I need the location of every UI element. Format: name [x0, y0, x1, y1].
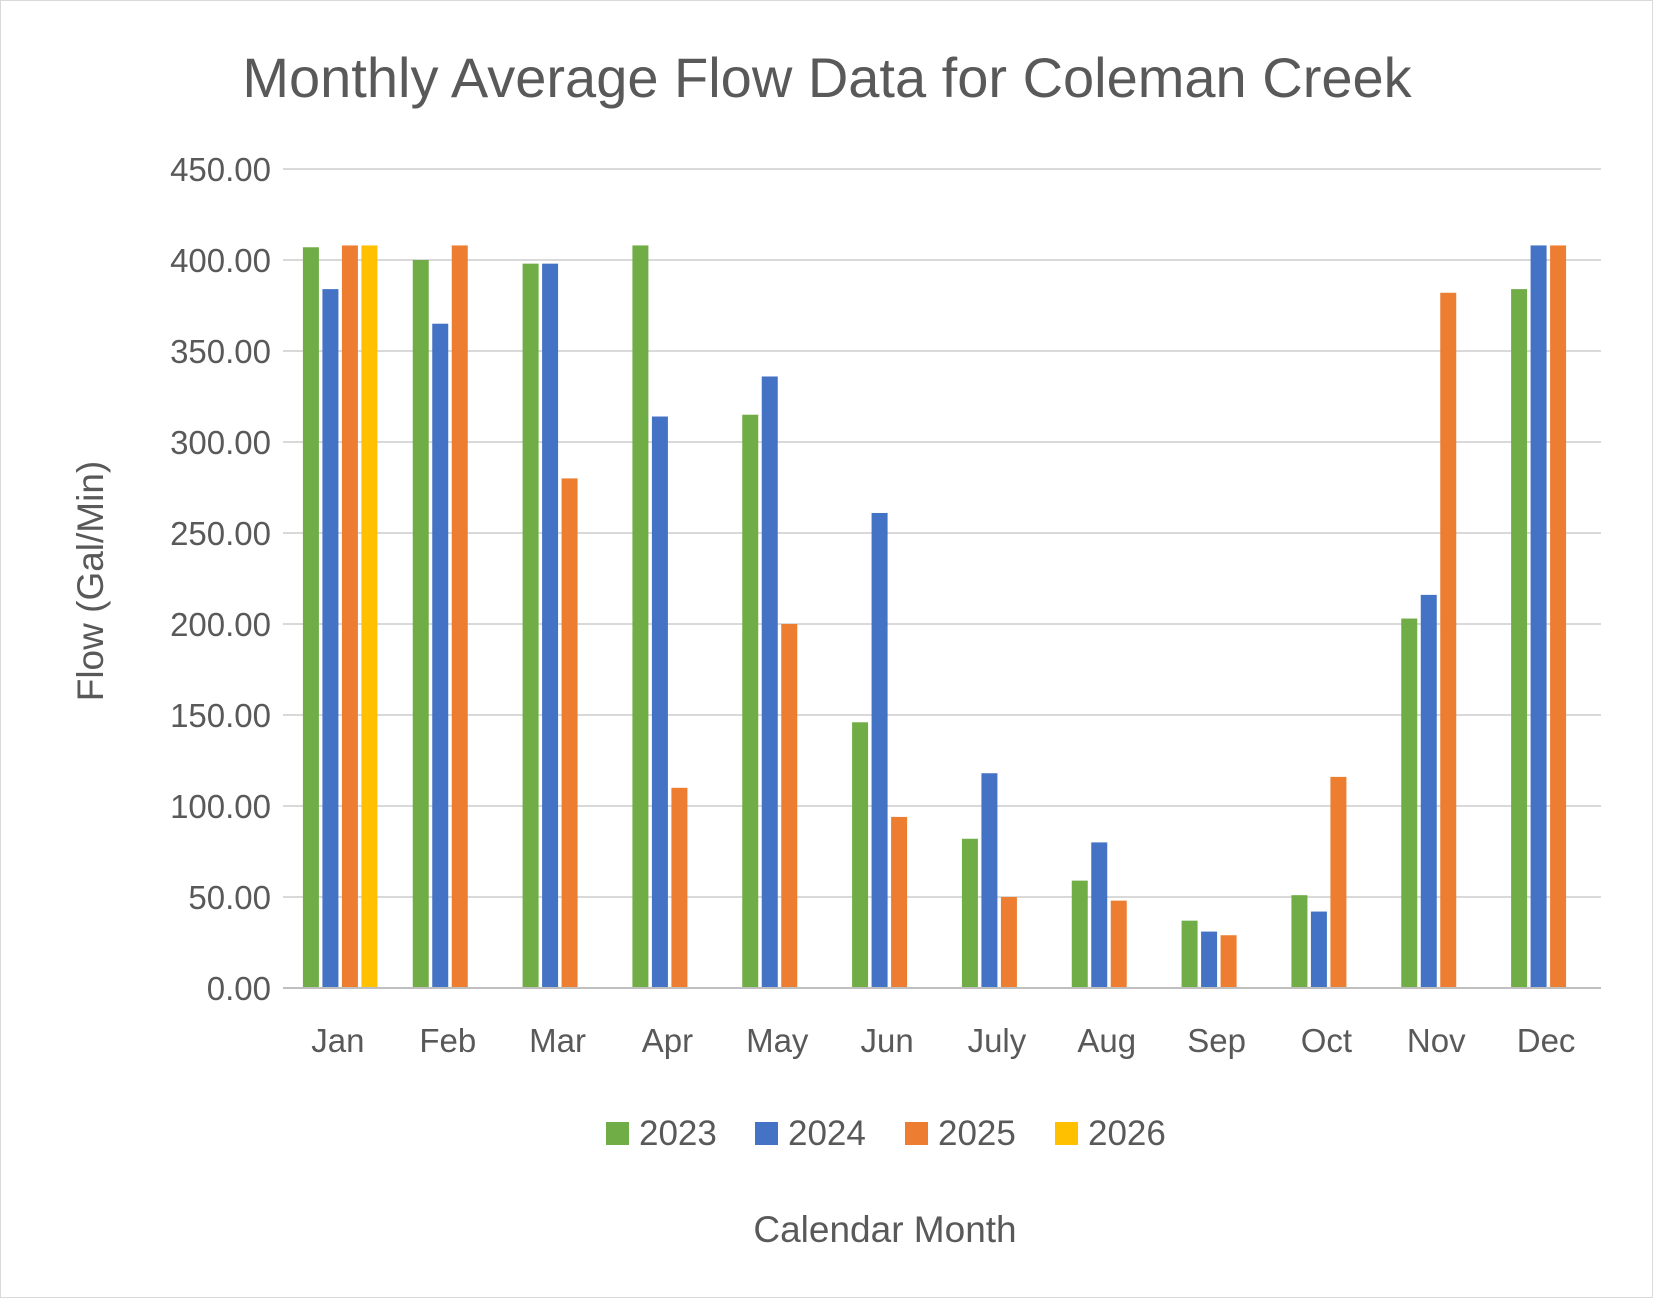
x-tick-label: Nov	[1407, 1022, 1466, 1059]
bar-2023-sep	[1181, 920, 1198, 988]
bar-2025-may	[781, 624, 798, 988]
x-tick-label: Sep	[1187, 1022, 1246, 1059]
y-tick-label: 150.00	[170, 697, 271, 734]
bar-2023-nov	[1401, 618, 1418, 988]
bar-2024-may	[761, 376, 778, 989]
x-tick-label: Apr	[642, 1022, 693, 1059]
x-tick-label: July	[968, 1022, 1027, 1059]
y-tick-label: 250.00	[170, 515, 271, 552]
bar-2026-jan	[361, 245, 378, 988]
bar-2023-feb	[412, 260, 429, 988]
bar-2024-feb	[432, 323, 449, 988]
legend-label-2024: 2024	[788, 1114, 866, 1153]
bar-2025-dec	[1550, 245, 1567, 988]
legend-swatch-2023	[606, 1122, 629, 1145]
x-tick-label: Dec	[1517, 1022, 1576, 1059]
bar-2025-apr	[671, 787, 688, 988]
x-axis-title: Calendar Month	[753, 1209, 1016, 1250]
y-tick-label: 200.00	[170, 606, 271, 643]
x-tick-label: Mar	[529, 1022, 586, 1059]
bar-2023-mar	[522, 263, 539, 988]
bar-2024-nov	[1420, 594, 1437, 988]
bar-2024-july	[981, 773, 998, 988]
x-tick-label: Aug	[1077, 1022, 1136, 1059]
y-tick-label: 450.00	[170, 151, 271, 188]
bar-2025-nov	[1440, 292, 1457, 988]
x-tick-label: Oct	[1301, 1022, 1352, 1059]
bar-2024-aug	[1091, 842, 1108, 988]
bar-2024-jun	[871, 512, 888, 988]
y-tick-label: 300.00	[170, 424, 271, 461]
bar-2023-dec	[1511, 289, 1528, 988]
bar-2024-oct	[1310, 911, 1327, 988]
bar-2024-jan	[322, 289, 339, 988]
legend-label-2025: 2025	[938, 1114, 1016, 1153]
bar-2023-july	[961, 838, 978, 988]
bar-2025-sep	[1220, 935, 1237, 988]
x-tick-label: May	[746, 1022, 809, 1059]
legend-swatch-2026	[1055, 1122, 1078, 1145]
chart-title: Monthly Average Flow Data for Coleman Cr…	[242, 46, 1412, 109]
bar-2023-jun	[852, 722, 869, 988]
y-axis-ticks: 0.00 50.00 100.00 150.00 200.00 250.00 300.00 3…	[170, 151, 271, 1007]
x-tick-label: Feb	[419, 1022, 476, 1059]
bar-2023-oct	[1291, 895, 1308, 988]
y-tick-label: 100.00	[170, 788, 271, 825]
bar-2023-may	[742, 414, 759, 988]
bars	[302, 245, 1567, 989]
bar-2024-apr	[651, 416, 668, 988]
gridlines	[283, 168, 1601, 898]
bar-2023-jan	[302, 247, 319, 988]
bar-2023-aug	[1071, 880, 1088, 988]
y-tick-label: 400.00	[170, 242, 271, 279]
legend-swatch-2024	[755, 1122, 778, 1145]
bar-2024-dec	[1530, 245, 1547, 988]
bar-2024-sep	[1201, 931, 1218, 988]
bar-2025-feb	[451, 245, 468, 988]
legend: 2023 2024 2025 2026	[606, 1114, 1166, 1153]
y-tick-label: 50.00	[188, 879, 271, 916]
legend-swatch-2025	[905, 1122, 928, 1145]
legend-label-2026: 2026	[1088, 1114, 1166, 1153]
bar-2024-mar	[542, 263, 559, 988]
legend-label-2023: 2023	[639, 1114, 717, 1153]
bar-2025-jun	[891, 816, 908, 988]
bar-2025-july	[1000, 897, 1017, 988]
y-tick-label: 350.00	[170, 333, 271, 370]
x-tick-label: Jan	[311, 1022, 364, 1059]
y-axis-title: Flow (Gal/Min)	[70, 461, 111, 702]
bar-2025-oct	[1330, 776, 1347, 988]
bar-2025-jan	[341, 245, 358, 988]
y-tick-label: 0.00	[207, 970, 271, 1007]
x-axis-ticks: Jan Feb Mar Apr May Jun July Aug Sep Oct Nov Dec	[311, 1022, 1575, 1059]
x-tick-label: Jun	[860, 1022, 913, 1059]
bar-2023-apr	[632, 245, 649, 988]
bar-2025-mar	[561, 478, 578, 988]
bar-2025-aug	[1110, 900, 1127, 988]
